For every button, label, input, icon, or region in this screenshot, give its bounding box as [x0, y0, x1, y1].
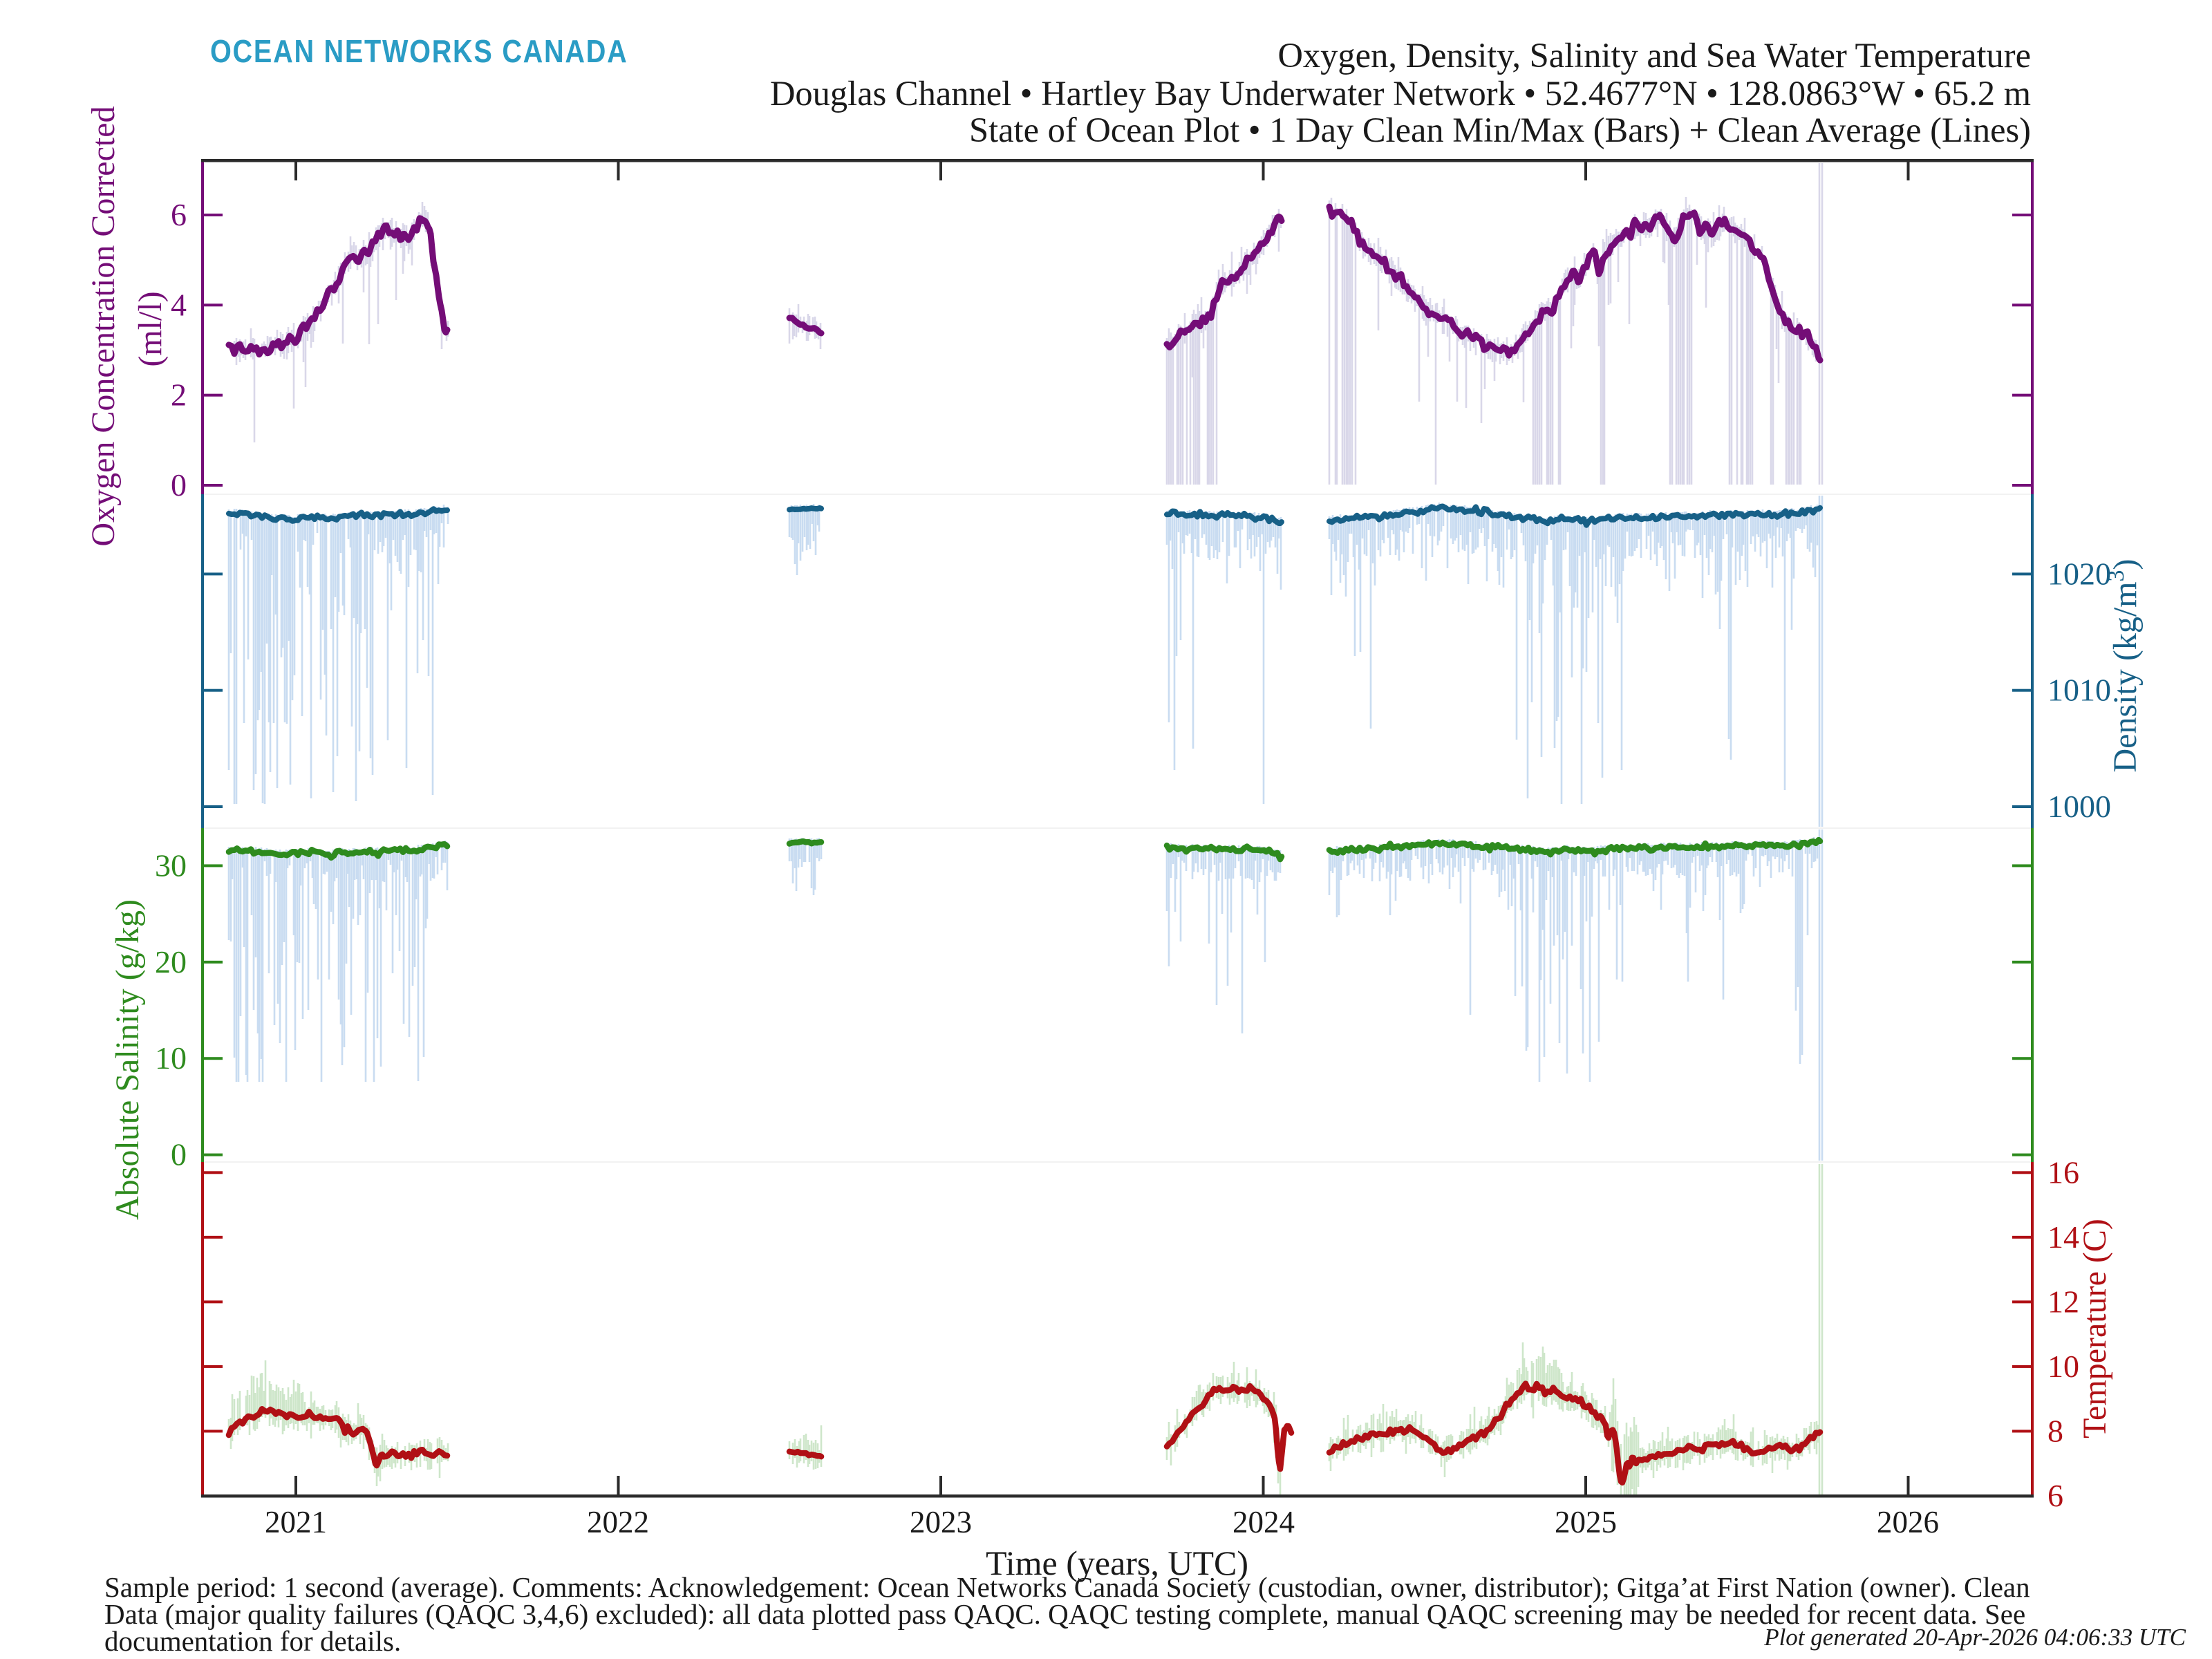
svg-text:2025: 2025 [1555, 1505, 1617, 1539]
svg-text:4: 4 [171, 287, 187, 322]
svg-text:OCEAN NETWORKS CANADA: OCEAN NETWORKS CANADA [210, 34, 628, 69]
svg-text:20: 20 [155, 944, 187, 980]
svg-text:State of Ocean Plot • 1 Day Cl: State of Ocean Plot • 1 Day Clean Min/Ma… [969, 111, 2031, 149]
svg-text:16: 16 [2047, 1154, 2079, 1190]
svg-text:Sample period: 1 second (avera: Sample period: 1 second (average). Comme… [104, 1571, 2030, 1603]
svg-text:2023: 2023 [910, 1505, 972, 1539]
svg-text:2024: 2024 [1232, 1505, 1295, 1539]
svg-text:Density (kg/m3): Density (kg/m3) [2103, 559, 2144, 773]
svg-text:12: 12 [2047, 1284, 2079, 1319]
svg-text:0: 0 [171, 1137, 187, 1172]
svg-text:Douglas Channel • Hartley Bay: Douglas Channel • Hartley Bay Underwater… [770, 74, 2031, 113]
svg-text:14: 14 [2047, 1219, 2079, 1255]
svg-text:Oxygen, Density, Salinity and: Oxygen, Density, Salinity and Sea Water … [1277, 36, 2031, 75]
svg-text:Temperature (C): Temperature (C) [2077, 1219, 2113, 1438]
svg-text:6: 6 [2047, 1478, 2063, 1513]
svg-text:30: 30 [155, 847, 187, 883]
svg-text:8: 8 [2047, 1413, 2063, 1448]
svg-text:1010: 1010 [2047, 673, 2111, 708]
svg-text:6: 6 [171, 197, 187, 232]
svg-text:2: 2 [171, 377, 187, 413]
svg-text:0: 0 [171, 467, 187, 503]
svg-text:Time (years, UTC): Time (years, UTC) [986, 1544, 1248, 1582]
svg-text:documentation for details.: documentation for details. [104, 1625, 401, 1657]
svg-text:1020: 1020 [2047, 556, 2111, 591]
svg-text:Data (major quality failures (: Data (major quality failures (QAQC 3,4,6… [104, 1598, 2025, 1630]
svg-text:Oxygen Concentration Corrected: Oxygen Concentration Corrected [85, 106, 122, 546]
svg-text:10: 10 [2047, 1349, 2079, 1384]
svg-text:2022: 2022 [587, 1505, 649, 1539]
svg-text:2026: 2026 [1877, 1505, 1939, 1539]
svg-text:Plot generated 20-Apr-2026 04:: Plot generated 20-Apr-2026 04:06:33 UTC [1763, 1624, 2186, 1651]
svg-text:(ml/l): (ml/l) [132, 291, 169, 366]
svg-text:2021: 2021 [265, 1505, 327, 1539]
svg-text:1000: 1000 [2047, 789, 2111, 824]
svg-text:10: 10 [155, 1040, 187, 1076]
svg-text:Absolute Salinity (g/kg): Absolute Salinity (g/kg) [109, 899, 146, 1220]
